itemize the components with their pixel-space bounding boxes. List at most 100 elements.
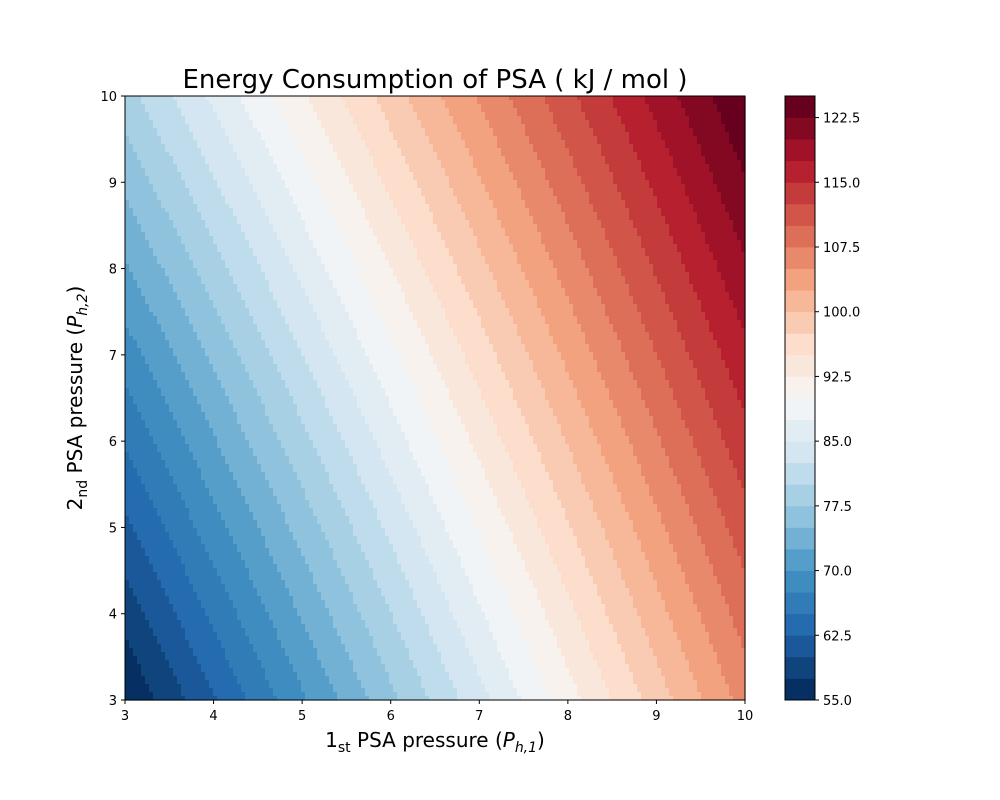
contour-cell <box>405 148 410 153</box>
contour-cell <box>473 120 478 125</box>
contour-cell <box>181 112 186 117</box>
contour-cell <box>317 160 322 165</box>
contour-cell <box>565 144 570 149</box>
contour-cell <box>413 216 418 221</box>
contour-cell <box>169 96 174 101</box>
contour-cell <box>681 192 686 197</box>
contour-cell <box>565 168 570 173</box>
contour-cell <box>161 132 166 137</box>
contour-cell <box>689 168 694 173</box>
contour-cell <box>289 184 294 189</box>
contour-cell <box>153 160 158 165</box>
contour-cell <box>269 104 274 109</box>
contour-cell <box>189 224 194 229</box>
contour-cell <box>549 112 554 117</box>
contour-cell <box>665 164 670 169</box>
contour-cell <box>581 128 586 133</box>
contour-cell <box>165 112 170 117</box>
contour-cell <box>709 132 714 137</box>
contour-cell <box>537 168 542 173</box>
contour-cell <box>361 140 366 145</box>
contour-cell <box>225 164 230 169</box>
contour-cell <box>245 204 250 209</box>
contour-cell <box>673 100 678 105</box>
contour-cell <box>337 212 342 217</box>
contour-cell <box>401 180 406 185</box>
contour-cell <box>337 100 342 105</box>
contour-cell <box>733 196 738 201</box>
contour-cell <box>629 204 634 209</box>
contour-cell <box>333 104 338 109</box>
contour-cell <box>737 216 742 221</box>
contour-cell <box>361 148 366 153</box>
contour-cell <box>365 144 370 149</box>
contour-cell <box>377 140 382 145</box>
contour-cell <box>465 164 470 169</box>
contour-cell <box>641 172 646 177</box>
contour-cell <box>361 168 366 173</box>
contour-cell <box>701 148 706 153</box>
contour-cell <box>609 188 614 193</box>
contour-cell <box>541 212 546 217</box>
contour-cell <box>429 108 434 113</box>
contour-cell <box>237 120 242 125</box>
contour-cell <box>505 148 510 153</box>
contour-cell <box>297 216 302 221</box>
contour-cell <box>497 168 502 173</box>
contour-cell <box>621 208 626 213</box>
contour-cell <box>201 172 206 177</box>
contour-cell <box>217 192 222 197</box>
contour-cell <box>529 204 534 209</box>
contour-cell <box>333 172 338 177</box>
contour-cell <box>157 108 162 113</box>
contour-cell <box>197 180 202 185</box>
contour-cell <box>597 168 602 173</box>
contour-cell <box>469 136 474 141</box>
contour-cell <box>589 176 594 181</box>
contour-cell <box>277 208 282 213</box>
contour-cell <box>377 112 382 117</box>
contour-cell <box>449 112 454 117</box>
contour-cell <box>613 184 618 189</box>
contour-cell <box>545 196 550 201</box>
contour-cell <box>237 204 242 209</box>
contour-cell <box>425 124 430 129</box>
contour-cell <box>413 104 418 109</box>
contour-cell <box>513 196 518 201</box>
contour-cell <box>241 112 246 117</box>
contour-cell <box>501 96 506 101</box>
contour-cell <box>509 116 514 121</box>
contour-cell <box>453 100 458 105</box>
contour-cell <box>421 128 426 133</box>
contour-cell <box>677 104 682 109</box>
contour-cell <box>737 96 742 101</box>
contour-cell <box>565 116 570 121</box>
contour-cell <box>617 168 622 173</box>
contour-cell <box>453 164 458 169</box>
contour-cell <box>561 204 566 209</box>
contour-cell <box>481 132 486 137</box>
contour-cell <box>377 132 382 137</box>
contour-cell <box>733 108 738 113</box>
contour-cell <box>641 168 646 173</box>
contour-cell <box>373 132 378 137</box>
contour-cell <box>181 156 186 161</box>
contour-cell <box>457 172 462 177</box>
contour-cell <box>537 156 542 161</box>
contour-cell <box>141 116 146 121</box>
contour-cell <box>341 192 346 197</box>
contour-cell <box>493 216 498 221</box>
contour-cell <box>297 108 302 113</box>
contour-cell <box>397 176 402 181</box>
contour-cell <box>645 120 650 125</box>
contour-cell <box>689 152 694 157</box>
contour-cell <box>305 220 310 225</box>
contour-cell <box>361 184 366 189</box>
contour-cell <box>617 132 622 137</box>
contour-cell <box>177 148 182 153</box>
contour-cell <box>637 172 642 177</box>
contour-cell <box>305 156 310 161</box>
contour-cell <box>525 128 530 133</box>
contour-cell <box>157 120 162 125</box>
contour-cell <box>329 156 334 161</box>
